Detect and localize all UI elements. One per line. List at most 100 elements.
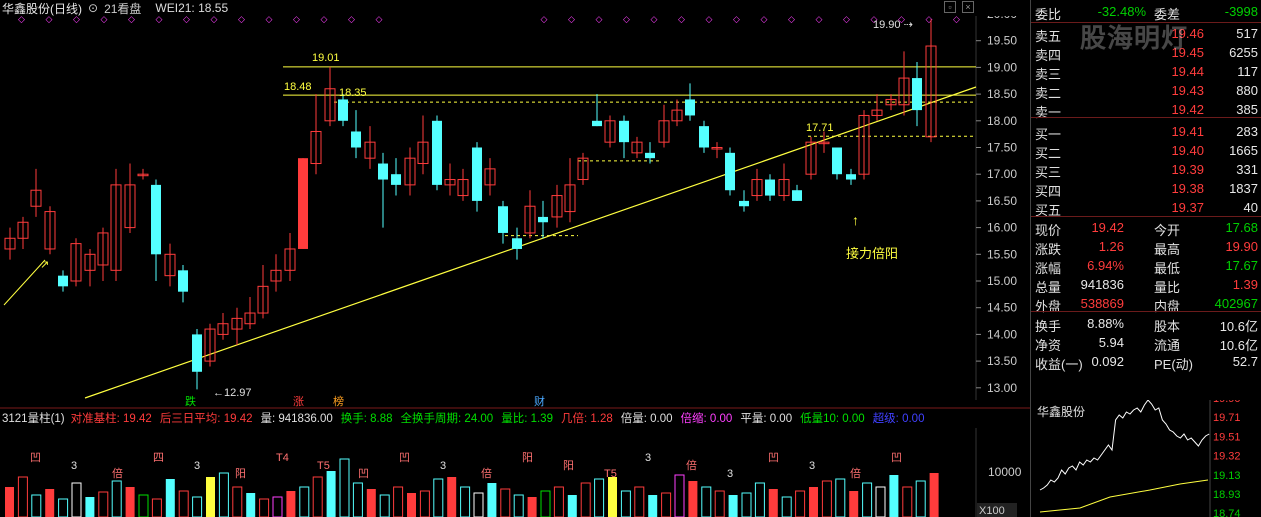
indicator-selector[interactable]: 21看盘 bbox=[104, 1, 142, 16]
candle-body bbox=[564, 184, 576, 213]
intraday-mini-chart[interactable]: 华鑫股份 bbox=[1030, 400, 1261, 517]
volume-bar bbox=[447, 477, 457, 517]
event-mark: 跌 bbox=[185, 394, 196, 408]
candle-body bbox=[151, 184, 161, 255]
quote-value: 6.94% bbox=[1087, 258, 1124, 273]
quote-label: 外盘 bbox=[1035, 299, 1062, 314]
arrow-line bbox=[3, 259, 46, 306]
candle-body bbox=[512, 238, 522, 249]
volume-bar bbox=[232, 486, 243, 517]
sell-label: 卖四 bbox=[1035, 48, 1062, 63]
top-marker: ◇ bbox=[541, 14, 548, 24]
high-price-label: 19.90 ⇢ bbox=[873, 19, 913, 31]
sell-row: 卖四 19.45 6255 bbox=[1031, 43, 1261, 63]
candle-body bbox=[551, 195, 563, 218]
volume-mark: 3 bbox=[194, 460, 200, 472]
stock-title[interactable]: 华鑫股份(日线) bbox=[2, 1, 82, 16]
sell-price: 19.46 bbox=[1171, 26, 1204, 41]
buy-label: 买一 bbox=[1035, 127, 1062, 142]
restore-icon[interactable]: ▫ bbox=[944, 1, 956, 13]
indicator-value: 全换手周期: 24.00 bbox=[400, 413, 494, 425]
candle-body bbox=[765, 179, 775, 196]
sell-price: 19.43 bbox=[1171, 83, 1204, 98]
volume-bar bbox=[527, 497, 537, 517]
candle-body bbox=[231, 317, 243, 330]
sell-price: 19.45 bbox=[1171, 45, 1204, 60]
candle-body bbox=[725, 152, 735, 191]
quote-row: 现价 19.42 今开 17.68 bbox=[1031, 218, 1261, 238]
quote-label: 涨跌 bbox=[1035, 242, 1062, 257]
volume-bar bbox=[487, 483, 497, 517]
top-marker: ◇ bbox=[623, 14, 630, 24]
candle-body bbox=[792, 190, 802, 201]
volume-bar bbox=[674, 474, 685, 517]
buy-label: 买二 bbox=[1035, 146, 1062, 161]
quote-label: 今开 bbox=[1154, 223, 1181, 238]
price-tick-label: 13.50 bbox=[987, 354, 1017, 368]
quote-label: 涨幅 bbox=[1035, 261, 1062, 276]
candle-body bbox=[404, 157, 416, 186]
price-tick-label: 18.00 bbox=[987, 114, 1017, 128]
stat-label: PE(动) bbox=[1154, 357, 1194, 372]
stat-label: 流通 bbox=[1154, 338, 1181, 353]
top-marker: ◇ bbox=[953, 14, 960, 24]
volume-bar bbox=[821, 480, 832, 517]
quote-label: 最低 bbox=[1154, 261, 1181, 276]
quote-row: 涨幅 6.94% 最低 17.67 bbox=[1031, 256, 1261, 276]
indicator-value: 超级: 0.00 bbox=[872, 413, 925, 425]
close-icon[interactable]: × bbox=[962, 1, 974, 13]
top-marker: ◇ bbox=[926, 14, 933, 24]
candle-body bbox=[658, 120, 670, 143]
volume-bar bbox=[151, 498, 162, 517]
candle-body bbox=[164, 253, 176, 277]
volume-mark: 3 bbox=[645, 452, 651, 464]
buy-label: 买三 bbox=[1035, 165, 1062, 180]
intraday-price-line bbox=[1039, 399, 1210, 491]
sell-row: 卖三 19.44 117 bbox=[1031, 62, 1261, 82]
volume-bar bbox=[567, 495, 577, 517]
buy-volume: 1665 bbox=[1229, 143, 1258, 158]
volume-mark: 3 bbox=[71, 460, 77, 472]
top-marker: ◇ bbox=[678, 14, 685, 24]
sell-label: 卖二 bbox=[1035, 86, 1062, 101]
buy-volume: 1837 bbox=[1229, 181, 1258, 196]
volume-bar bbox=[259, 498, 270, 517]
candle-body bbox=[30, 189, 42, 207]
volume-mark: 3 bbox=[440, 460, 446, 472]
volume-bar bbox=[915, 480, 926, 517]
indicator-value: 后三日平均: 19.42 bbox=[159, 413, 253, 425]
candle-body bbox=[58, 275, 68, 287]
mini-axis-label: 19.13 bbox=[1213, 470, 1241, 482]
candle-body bbox=[739, 200, 749, 207]
circle-chevron-icon[interactable]: ⊙ bbox=[88, 1, 99, 15]
sell-volume: 880 bbox=[1236, 83, 1258, 98]
top-marker: ◇ bbox=[651, 14, 658, 24]
indicator-value: 几倍: 1.28 bbox=[560, 413, 613, 425]
volume-bar bbox=[553, 486, 564, 517]
stat-value: 0.092 bbox=[1091, 354, 1124, 369]
volume-bar bbox=[58, 498, 69, 517]
buy-label: 买五 bbox=[1035, 203, 1062, 218]
volume-bar bbox=[889, 475, 899, 517]
candle-body bbox=[858, 114, 870, 175]
buy-price: 19.39 bbox=[1171, 162, 1204, 177]
volume-bar bbox=[246, 493, 256, 517]
top-marker: ◇ bbox=[348, 14, 355, 24]
volume-bar bbox=[31, 494, 42, 517]
top-marker: ◇ bbox=[816, 14, 823, 24]
indicator-value: 量比: 1.39 bbox=[501, 413, 553, 425]
volume-bar bbox=[634, 486, 645, 517]
volume-unit-label: X100 bbox=[979, 505, 1005, 517]
stat-value: 5.94 bbox=[1098, 335, 1124, 350]
volume-bar bbox=[379, 494, 390, 517]
buy-volume: 331 bbox=[1236, 162, 1258, 177]
quote-row: 总量 941836 量比 1.39 bbox=[1031, 275, 1261, 295]
weibi-row: 委比 -32.48% 委差 -3998 bbox=[1035, 4, 1258, 22]
candle-body bbox=[364, 141, 376, 159]
stat-row: 收益(一) 0.092 PE(动) 52.7 bbox=[1031, 352, 1261, 372]
top-marker: ◇ bbox=[183, 14, 190, 24]
price-tick-label: 16.00 bbox=[987, 221, 1017, 235]
quote-row: 涨跌 1.26 最高 19.90 bbox=[1031, 237, 1261, 257]
volume-indicator-title[interactable]: 3121量柱(1) bbox=[2, 413, 65, 425]
